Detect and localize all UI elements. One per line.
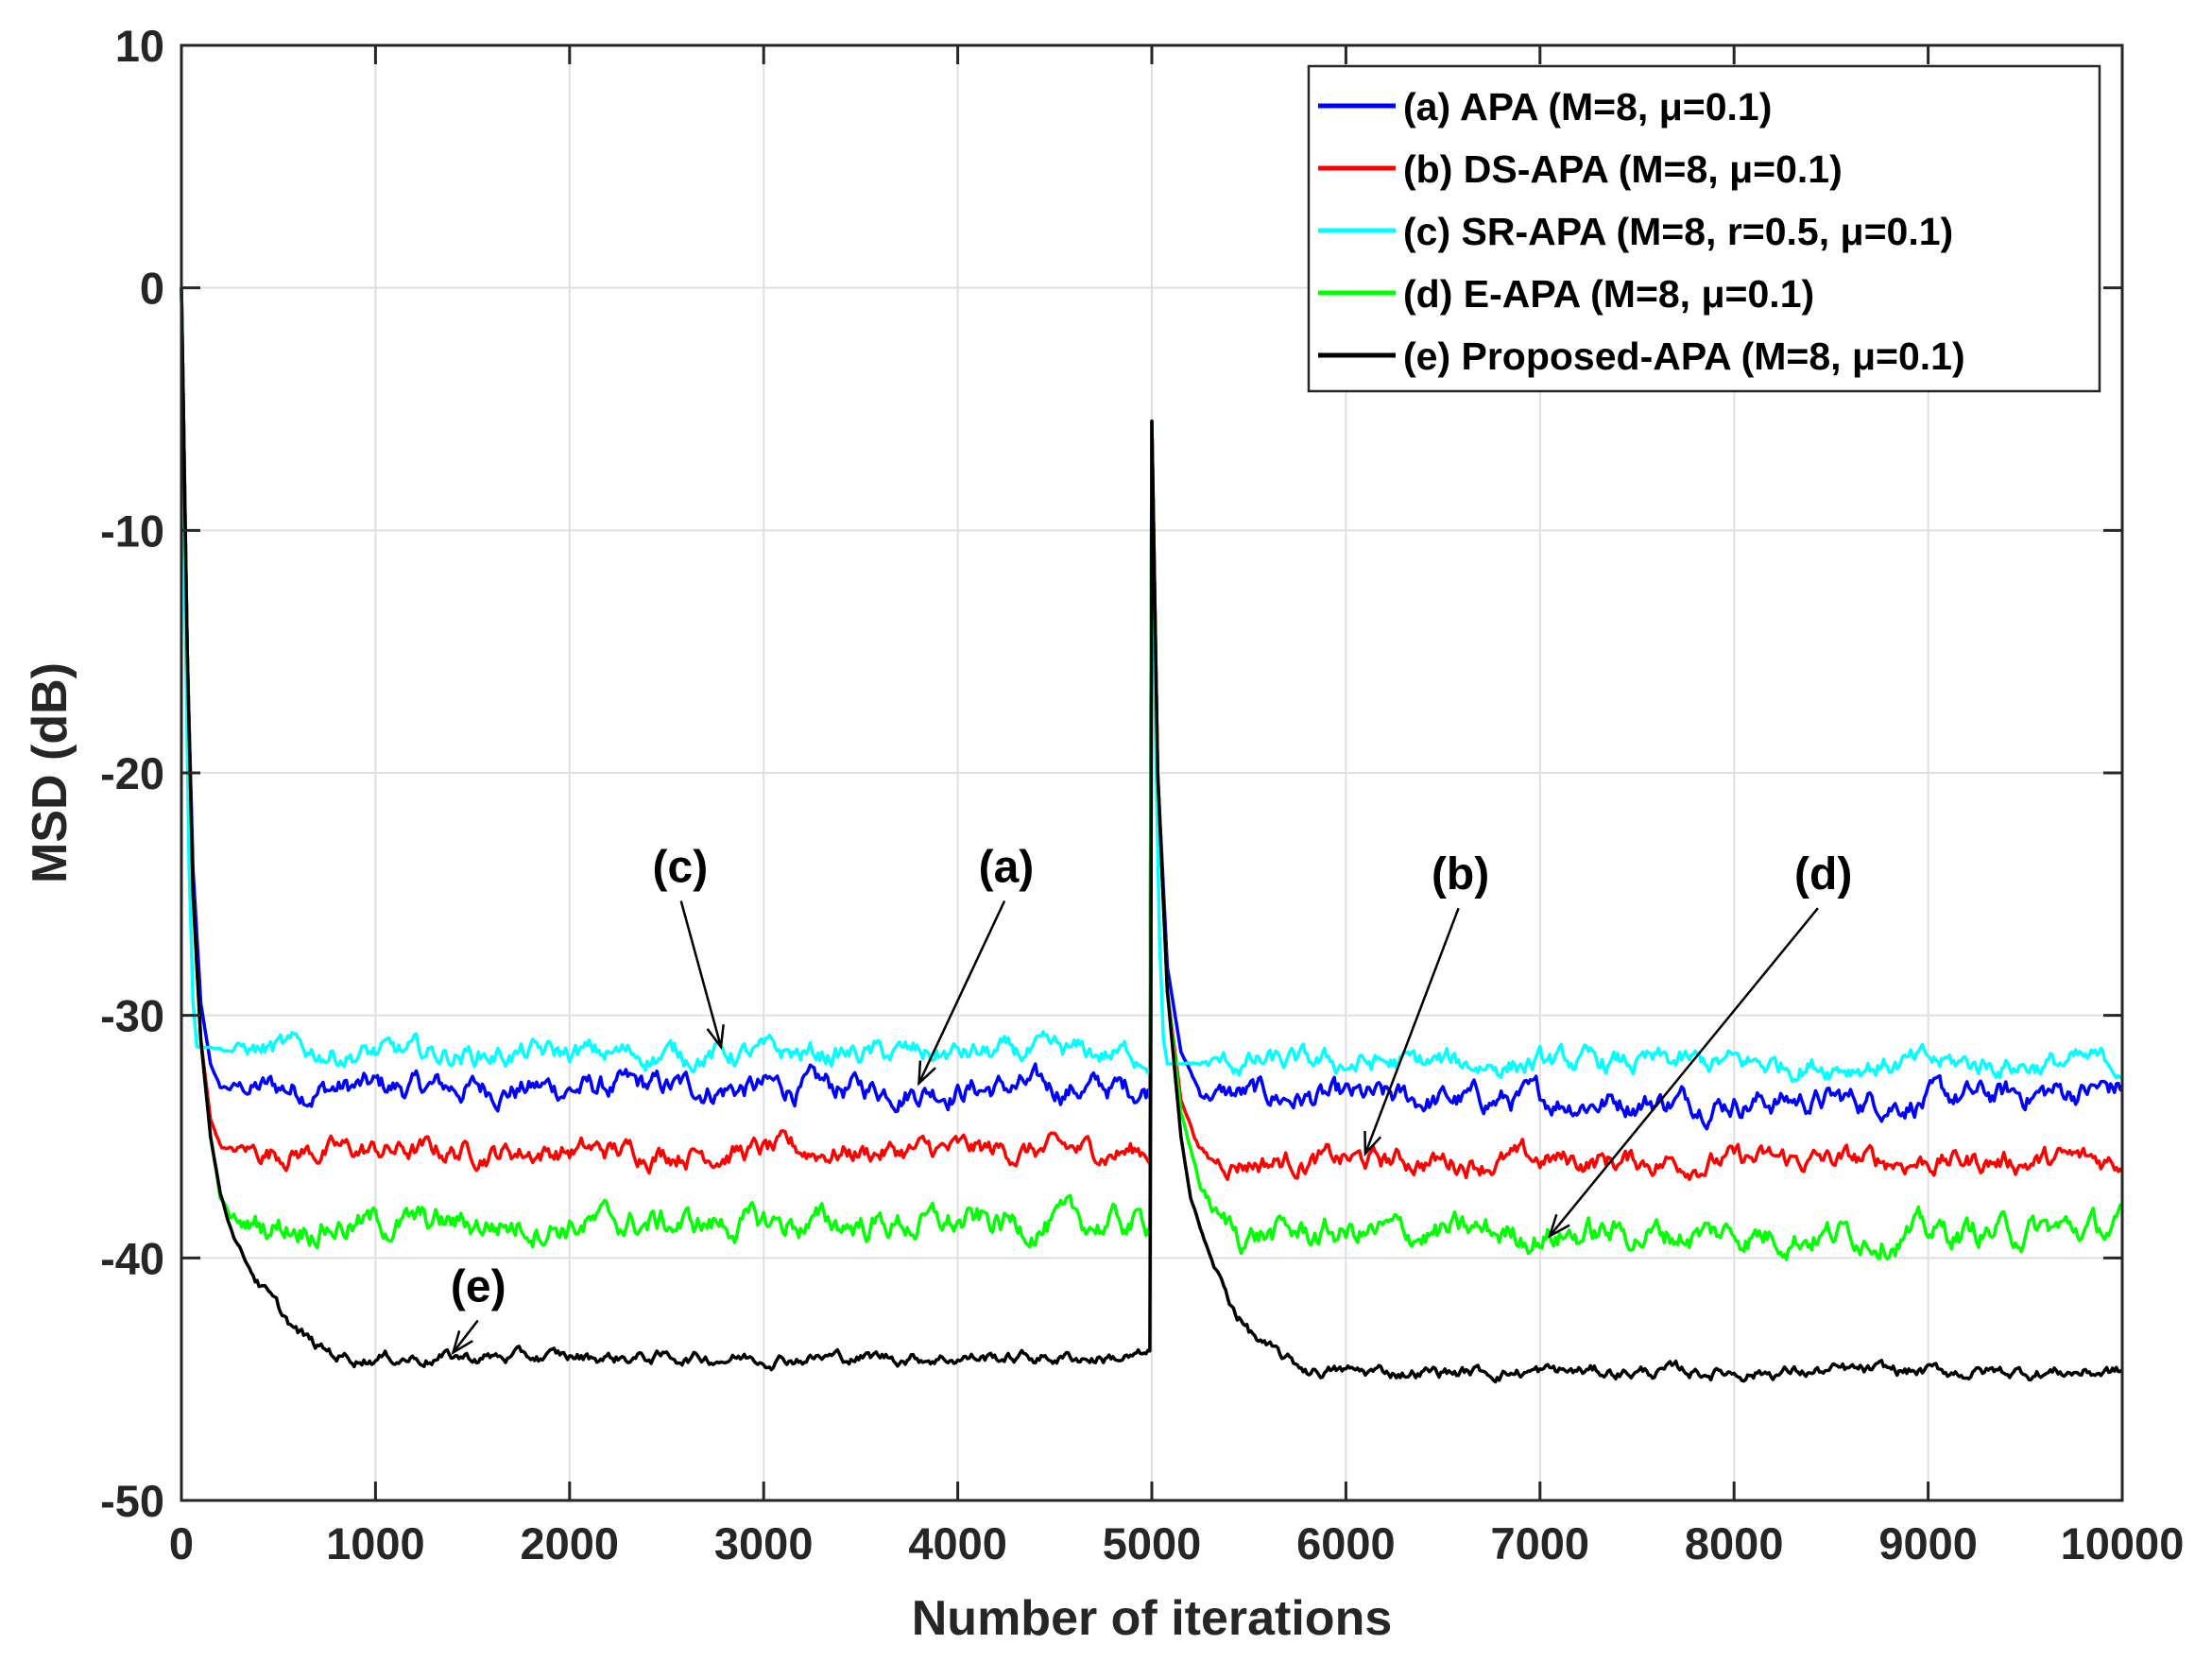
legend: (a) APA (M=8, μ=0.1) (b) DS-APA (M=8, μ=0…: [1309, 66, 2100, 391]
annotation-label-0: (c): [653, 843, 709, 893]
y-axis-label: MSD (dB): [23, 662, 77, 883]
y-tick-label: -30: [100, 991, 164, 1041]
x-axis-label: Number of iterations: [912, 1591, 1393, 1646]
x-tick-label: 10000: [2061, 1518, 2185, 1568]
y-tick-label: 10: [115, 21, 164, 71]
legend-entry-4: (e) Proposed-APA (M=8, μ=0.1): [1403, 334, 1965, 378]
x-tick-label: 5000: [1103, 1518, 1202, 1568]
annotation-label-3: (d): [1794, 849, 1852, 900]
x-tick-label: 3000: [714, 1518, 814, 1568]
y-tick-label: -10: [100, 505, 164, 556]
legend-entry-2: (c) SR-APA (M=8, r=0.5, μ=0.1): [1403, 210, 1953, 253]
x-tick-label: 1000: [326, 1518, 425, 1568]
chart-root: 0 1000 2000 3000 4000 5000 6000 7000 8000 9000 100…: [0, 0, 2212, 1662]
x-tick-label: 0: [169, 1518, 194, 1568]
x-tick-label: 4000: [908, 1518, 1007, 1568]
legend-entry-1: (b) DS-APA (M=8, μ=0.1): [1403, 147, 1843, 191]
annotation-label-2: (b): [1432, 849, 1489, 900]
legend-entry-3: (d) E-APA (M=8, μ=0.1): [1403, 272, 1814, 316]
y-tick-label: -40: [100, 1233, 164, 1283]
x-tick-label: 2000: [521, 1518, 620, 1568]
x-tick-label: 6000: [1296, 1518, 1396, 1568]
annotation-label-1: (a): [979, 843, 1035, 893]
x-tick-label: 9000: [1878, 1518, 1978, 1568]
x-tick-label: 8000: [1685, 1518, 1784, 1568]
y-tick-label: -50: [100, 1476, 164, 1526]
legend-entry-0: (a) APA (M=8, μ=0.1): [1403, 85, 1772, 129]
y-tick-label: 0: [140, 264, 164, 314]
x-tick-label: 7000: [1491, 1518, 1590, 1568]
y-tick-label: -20: [100, 748, 164, 798]
annotation-label-4: (e): [451, 1262, 506, 1312]
